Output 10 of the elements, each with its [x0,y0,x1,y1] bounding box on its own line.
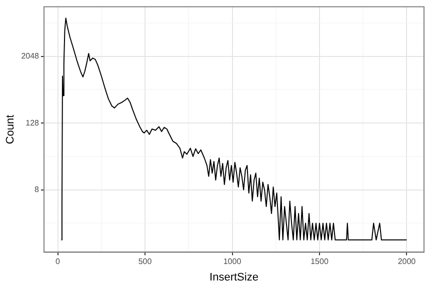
x-axis-title: InsertSize [210,271,258,284]
y-tick-label: 128 [26,118,40,128]
y-tick-label: 8 [34,185,40,194]
x-tick-label: 2000 [398,257,416,266]
x-tick-label: 1000 [223,257,242,266]
x-tick-label: 500 [138,257,152,266]
y-tick-label: 2048 [21,52,40,61]
y-axis-title: Count [4,114,17,144]
x-tick-label: 0 [56,257,61,266]
x-tick-label: 1500 [310,257,329,266]
